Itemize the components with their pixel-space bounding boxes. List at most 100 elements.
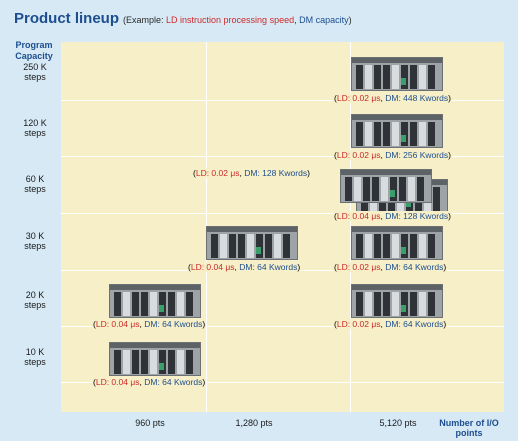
subtitle-open: (Example: — [123, 15, 167, 25]
plc-top-bar — [352, 285, 442, 290]
plc-indicator — [401, 78, 406, 85]
x-tick-label: 5,120 pts — [379, 418, 417, 428]
grid-vline — [350, 42, 351, 412]
plc-top-bar — [352, 227, 442, 232]
plc-slot — [408, 177, 415, 201]
plc-slot — [365, 122, 372, 146]
plc-slot — [392, 292, 399, 316]
plc-indicator — [256, 247, 261, 254]
plc-slot — [229, 234, 236, 258]
plc-top-bar — [352, 58, 442, 63]
plc-slot — [419, 234, 426, 258]
plc-module-image — [351, 226, 443, 260]
plc-slot — [345, 177, 352, 201]
grid-hline — [61, 326, 504, 327]
plc-slot — [419, 292, 426, 316]
plc-slot — [365, 65, 372, 89]
plc-indicator — [159, 363, 164, 370]
plc-module-image — [109, 284, 201, 318]
plc-indicator — [159, 305, 164, 312]
x-axis-label: Number of I/O points — [439, 418, 499, 438]
plc-slot — [150, 350, 157, 374]
data-point-label: (LD: 0.02 μs, DM: 64 Kwords) — [333, 262, 448, 272]
plc-slot — [159, 292, 166, 316]
plc-slot — [265, 234, 272, 258]
plc-slot — [428, 292, 435, 316]
plc-slot — [141, 350, 148, 374]
plc-top-bar — [110, 285, 200, 290]
plc-module-image — [351, 57, 443, 91]
subtitle-dm: DM capacity — [299, 15, 349, 25]
y-axis-label: Program Capacity — [15, 40, 53, 61]
subtitle-close: ) — [348, 15, 352, 25]
plc-slot — [383, 65, 390, 89]
plc-slot — [390, 177, 397, 201]
plc-top-bar — [110, 343, 200, 348]
plc-slot — [374, 292, 381, 316]
plc-slot — [159, 350, 166, 374]
plc-slot — [374, 234, 381, 258]
x-tick-label: 960 pts — [135, 418, 165, 428]
plc-slot — [247, 234, 254, 258]
plc-slot — [274, 234, 281, 258]
plc-slot — [177, 350, 184, 374]
plc-slot — [114, 350, 121, 374]
plc-module-image — [340, 169, 432, 203]
plc-indicator — [406, 200, 411, 207]
plc-indicator — [401, 135, 406, 142]
plc-slot — [383, 292, 390, 316]
chart-title-main: Product lineup — [14, 10, 119, 27]
plc-slot — [363, 177, 370, 201]
plc-slot — [410, 234, 417, 258]
plc-slot — [141, 292, 148, 316]
plc-slot — [392, 234, 399, 258]
plc-slot — [417, 177, 424, 201]
plc-module-image — [109, 342, 201, 376]
data-point-label: (LD: 0.02 μs, DM: 256 Kwords) — [333, 150, 452, 160]
plc-slot — [410, 292, 417, 316]
plc-slot — [401, 234, 408, 258]
plc-slot — [238, 234, 245, 258]
plc-slot — [381, 177, 388, 201]
data-point-label: (LD: 0.02 μs, DM: 448 Kwords) — [333, 93, 452, 103]
plc-slot — [365, 292, 372, 316]
plc-slot — [356, 122, 363, 146]
plc-slot — [168, 350, 175, 374]
subtitle-sep: , — [294, 15, 300, 25]
plc-slot — [123, 292, 130, 316]
plc-slot — [356, 65, 363, 89]
plc-slot — [392, 65, 399, 89]
data-point-label: (LD: 0.04 μs, DM: 64 Kwords) — [187, 262, 302, 272]
plc-slot — [211, 234, 218, 258]
plc-slot — [392, 122, 399, 146]
plc-slot — [433, 187, 440, 211]
chart-subtitle: (Example: LD instruction processing spee… — [123, 15, 352, 25]
plc-slot — [374, 122, 381, 146]
plc-module-image — [206, 226, 298, 260]
plc-slot — [374, 65, 381, 89]
data-point-label: (LD: 0.02 μs, DM: 64 Kwords) — [333, 319, 448, 329]
plc-slot — [123, 350, 130, 374]
plc-top-bar — [352, 115, 442, 120]
plc-indicator — [401, 247, 406, 254]
plc-module-image — [351, 284, 443, 318]
plc-slot — [419, 122, 426, 146]
plc-slot — [186, 292, 193, 316]
plc-slot — [383, 122, 390, 146]
plc-slot — [401, 122, 408, 146]
grid-hline — [61, 100, 504, 101]
plc-module-image — [351, 114, 443, 148]
plc-slot — [428, 65, 435, 89]
chart-title: Product lineup (Example: LD instruction p… — [14, 10, 352, 27]
grid-hline — [61, 156, 504, 157]
plc-indicator — [390, 190, 395, 197]
plc-slot — [168, 292, 175, 316]
plc-slot — [283, 234, 290, 258]
plc-slot — [220, 234, 227, 258]
plc-slot — [150, 292, 157, 316]
